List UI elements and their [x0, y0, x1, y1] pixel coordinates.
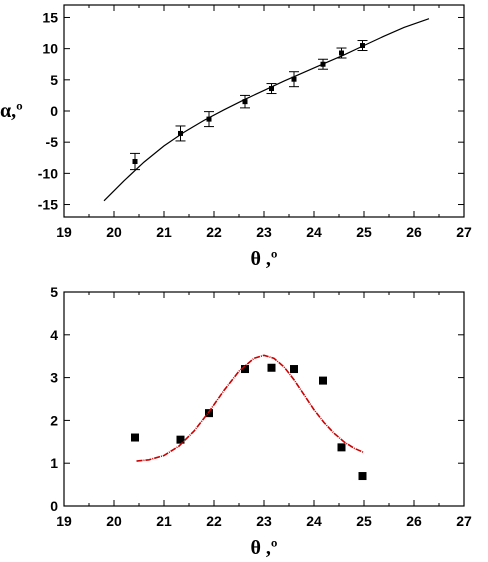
data-point: [176, 435, 185, 444]
y-tick-label: 0: [50, 498, 58, 514]
x-tick-label: 19: [56, 513, 72, 529]
data-point: [267, 363, 276, 372]
y-tick-label: 2: [50, 412, 58, 428]
y-tick-label: -15: [38, 197, 58, 213]
y-tick-label: -10: [38, 165, 58, 181]
x-tick-label: 21: [156, 513, 172, 529]
plot-frame: [63, 291, 465, 507]
data-point: [241, 365, 249, 374]
data-point: [319, 376, 327, 385]
x-tick-label: 23: [256, 513, 272, 529]
y-tick-label: 15: [42, 9, 58, 25]
x-tick-label: 26: [406, 224, 422, 240]
data-point: [206, 116, 212, 122]
y-axis-label: α,º: [0, 100, 23, 122]
y-tick-label: 1: [50, 455, 58, 471]
data-point: [358, 472, 367, 481]
series-line: [136, 354, 365, 462]
y-tick-label: 4: [50, 327, 58, 343]
x-tick-label: 26: [406, 513, 422, 529]
data-point: [178, 130, 183, 136]
x-tick-label: 20: [106, 513, 122, 529]
x-tick-label: 22: [206, 513, 222, 529]
y-tick-label: -5: [46, 134, 59, 150]
x-tick-label: 19: [56, 224, 72, 240]
data-point: [242, 99, 248, 105]
y-tick-label: 0: [50, 103, 58, 119]
data-point: [337, 443, 346, 452]
y-tick-label: 3: [50, 370, 58, 386]
x-axis-label: θ ,º: [250, 248, 277, 270]
x-tick-label: 20: [106, 224, 122, 240]
plot-frame: [63, 4, 465, 218]
data-point: [339, 50, 344, 56]
top-panel: 19 20 21 22 23 24 25 26 27 -15 -10 -5 0 5 10 15 θ ,º α,º: [0, 4, 472, 270]
data-point: [205, 409, 213, 418]
x-tick-label: 27: [456, 224, 472, 240]
series-line: [103, 18, 430, 202]
x-tick-label: 25: [356, 224, 372, 240]
x-tick-label: 24: [306, 513, 322, 529]
x-tick-label: 23: [256, 224, 272, 240]
x-tick-label: 25: [356, 513, 372, 529]
data-point: [131, 433, 139, 442]
data-point: [269, 86, 274, 92]
x-tick-label: 21: [156, 224, 172, 240]
x-axis-label: θ ,º: [250, 537, 277, 559]
x-tick-label: 24: [306, 224, 322, 240]
y-tick-label: 5: [50, 72, 58, 88]
data-point: [290, 365, 298, 374]
x-tick-label: 27: [456, 513, 472, 529]
y-tick-label: 5: [50, 284, 58, 300]
y-tick-label: 10: [42, 41, 58, 57]
data-point: [360, 43, 365, 49]
x-tick-label: 22: [206, 224, 222, 240]
data-point: [291, 76, 297, 82]
data-point: [132, 159, 138, 165]
